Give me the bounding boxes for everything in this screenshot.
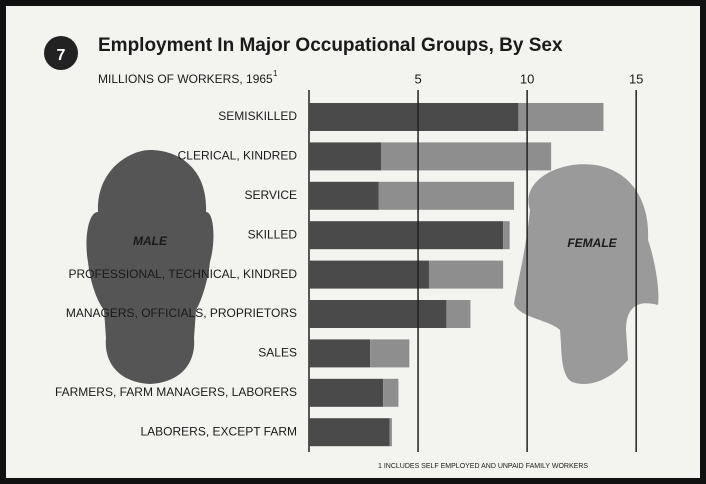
chart: MALE FEMALE 7 Employment In Major Occupa… <box>0 0 706 484</box>
bar-segment <box>309 182 379 210</box>
x-tick-label: 15 <box>629 71 643 86</box>
chart-number: 7 <box>57 47 66 64</box>
bar-segment <box>309 300 446 328</box>
bar-segment <box>381 142 551 170</box>
bar-segment <box>309 103 518 131</box>
chart-subtitle: MILLIONS OF WORKERS, 1965 <box>98 72 273 86</box>
x-tick-label: 5 <box>414 71 421 86</box>
y-tick-label: CLERICAL, KINDRED <box>178 149 298 163</box>
bar-segment <box>446 300 470 328</box>
bar-segment <box>309 339 370 367</box>
y-tick-label: SERVICE <box>245 188 297 202</box>
y-tick-label: LABORERS, EXCEPT FARM <box>141 424 298 438</box>
bar-segment <box>309 261 429 289</box>
bar-segment <box>429 261 503 289</box>
y-tick-label: SKILLED <box>248 227 298 241</box>
y-tick-label: SALES <box>258 346 297 360</box>
y-tick-label: FARMERS, FARM MANAGERS, LABORERS <box>55 385 297 399</box>
bar-segment <box>503 221 510 249</box>
x-tick-label: 10 <box>520 71 534 86</box>
bar-segment <box>379 182 514 210</box>
footnote-marker: 1 <box>273 69 278 78</box>
bar-segment <box>309 142 381 170</box>
footnote: 1 INCLUDES SELF EMPLOYED AND UNPAID FAMI… <box>378 463 588 470</box>
y-tick-label: SEMISKILLED <box>218 109 297 123</box>
bar-segment <box>370 339 409 367</box>
legend-label: FEMALE <box>567 236 617 250</box>
bar-segment <box>309 379 383 407</box>
bar-segment <box>383 379 398 407</box>
y-tick-label: MANAGERS, OFFICIALS, PROPRIETORS <box>66 306 297 320</box>
y-tick-label: PROFESSIONAL, TECHNICAL, KINDRED <box>69 267 298 281</box>
bar-segment <box>390 418 392 446</box>
bar-segment <box>518 103 603 131</box>
bar-segment <box>309 418 390 446</box>
chart-title: Employment In Major Occupational Groups,… <box>98 35 563 56</box>
legend-label: MALE <box>133 234 168 248</box>
bar-segment <box>309 221 503 249</box>
